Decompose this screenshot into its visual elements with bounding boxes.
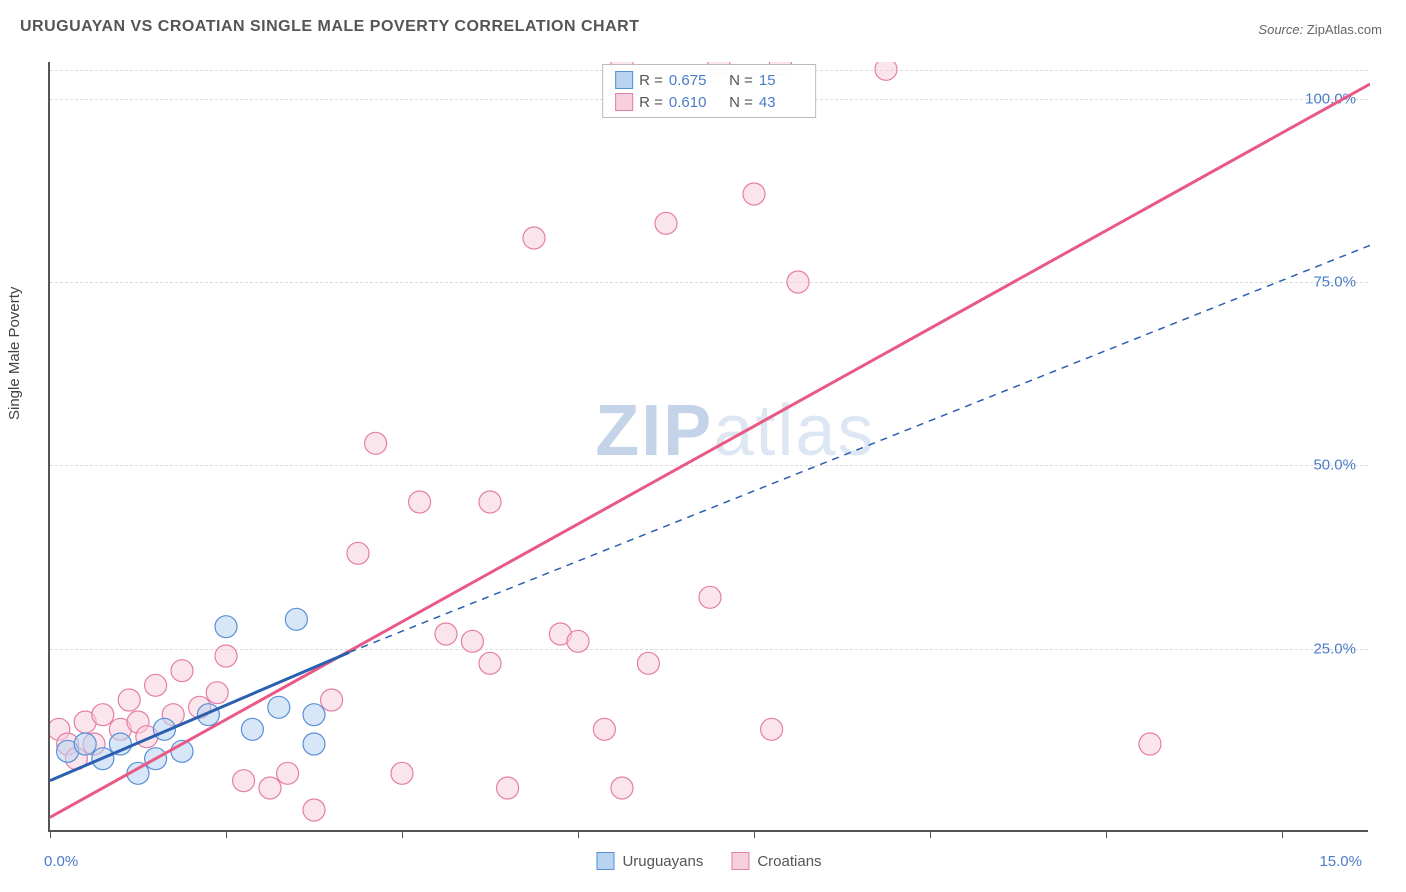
- swatch-series2: [615, 93, 633, 111]
- swatch-series2-b: [731, 852, 749, 870]
- y-axis-label: Single Male Poverty: [6, 287, 23, 420]
- swatch-series1-b: [596, 852, 614, 870]
- source-label: Source: ZipAtlas.com: [1258, 22, 1382, 37]
- scatter-svg: [50, 62, 1370, 832]
- x-axis-min-label: 0.0%: [44, 853, 78, 870]
- stats-row-series2: R = 0.610 N = 43: [615, 91, 803, 113]
- x-axis-max-label: 15.0%: [1319, 853, 1362, 870]
- bottom-legend: Uruguayans Croatians: [596, 852, 821, 870]
- swatch-series1: [615, 71, 633, 89]
- legend-item-series1: Uruguayans: [596, 852, 703, 870]
- chart-title: URUGUAYAN VS CROATIAN SINGLE MALE POVERT…: [20, 18, 639, 36]
- legend-item-series2: Croatians: [731, 852, 821, 870]
- plot-area: ZIPatlas 25.0%50.0%75.0%100.0% 0.0% 15.0…: [48, 62, 1368, 832]
- source-value: ZipAtlas.com: [1307, 22, 1382, 37]
- stats-legend-box: R = 0.675 N = 15 R = 0.610 N = 43: [602, 64, 816, 118]
- chart-container: URUGUAYAN VS CROATIAN SINGLE MALE POVERT…: [0, 0, 1406, 892]
- stats-row-series1: R = 0.675 N = 15: [615, 69, 803, 91]
